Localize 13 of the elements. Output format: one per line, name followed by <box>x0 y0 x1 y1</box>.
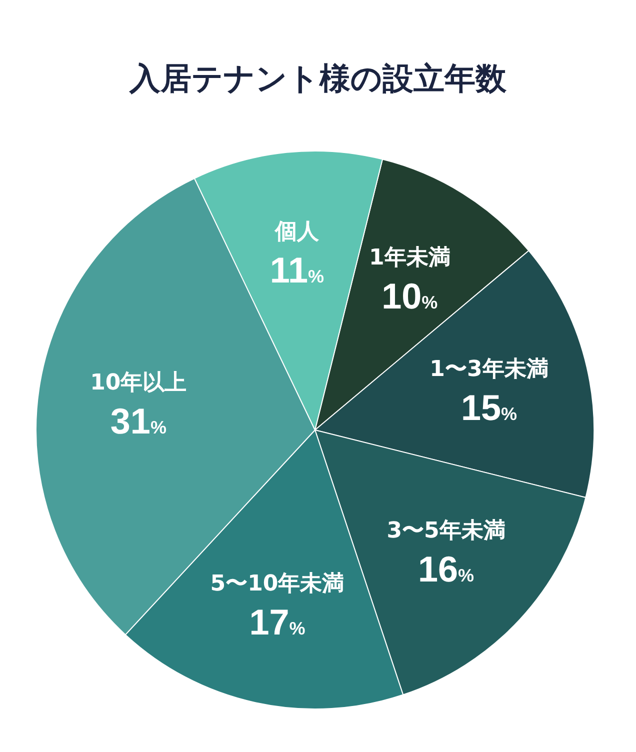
data-label: 16% <box>418 548 474 590</box>
data-label: 31% <box>110 400 166 442</box>
data-label: 15% <box>460 386 518 428</box>
data-label: 11% <box>270 249 324 290</box>
data-label: 10% <box>382 276 438 317</box>
slice-label: 3〜5年未満 <box>386 518 506 544</box>
data-label: 17% <box>249 602 306 643</box>
slice-label: 1〜3年未満 <box>430 356 548 382</box>
slice-label: 10年以上 <box>90 370 187 396</box>
slice-label: 5〜10年未満 <box>210 572 344 597</box>
slice-label: 個人 <box>274 219 320 244</box>
chart-title: 入居テナント様の設立年数 <box>128 60 508 99</box>
slice-label: 1年未満 <box>368 246 450 271</box>
